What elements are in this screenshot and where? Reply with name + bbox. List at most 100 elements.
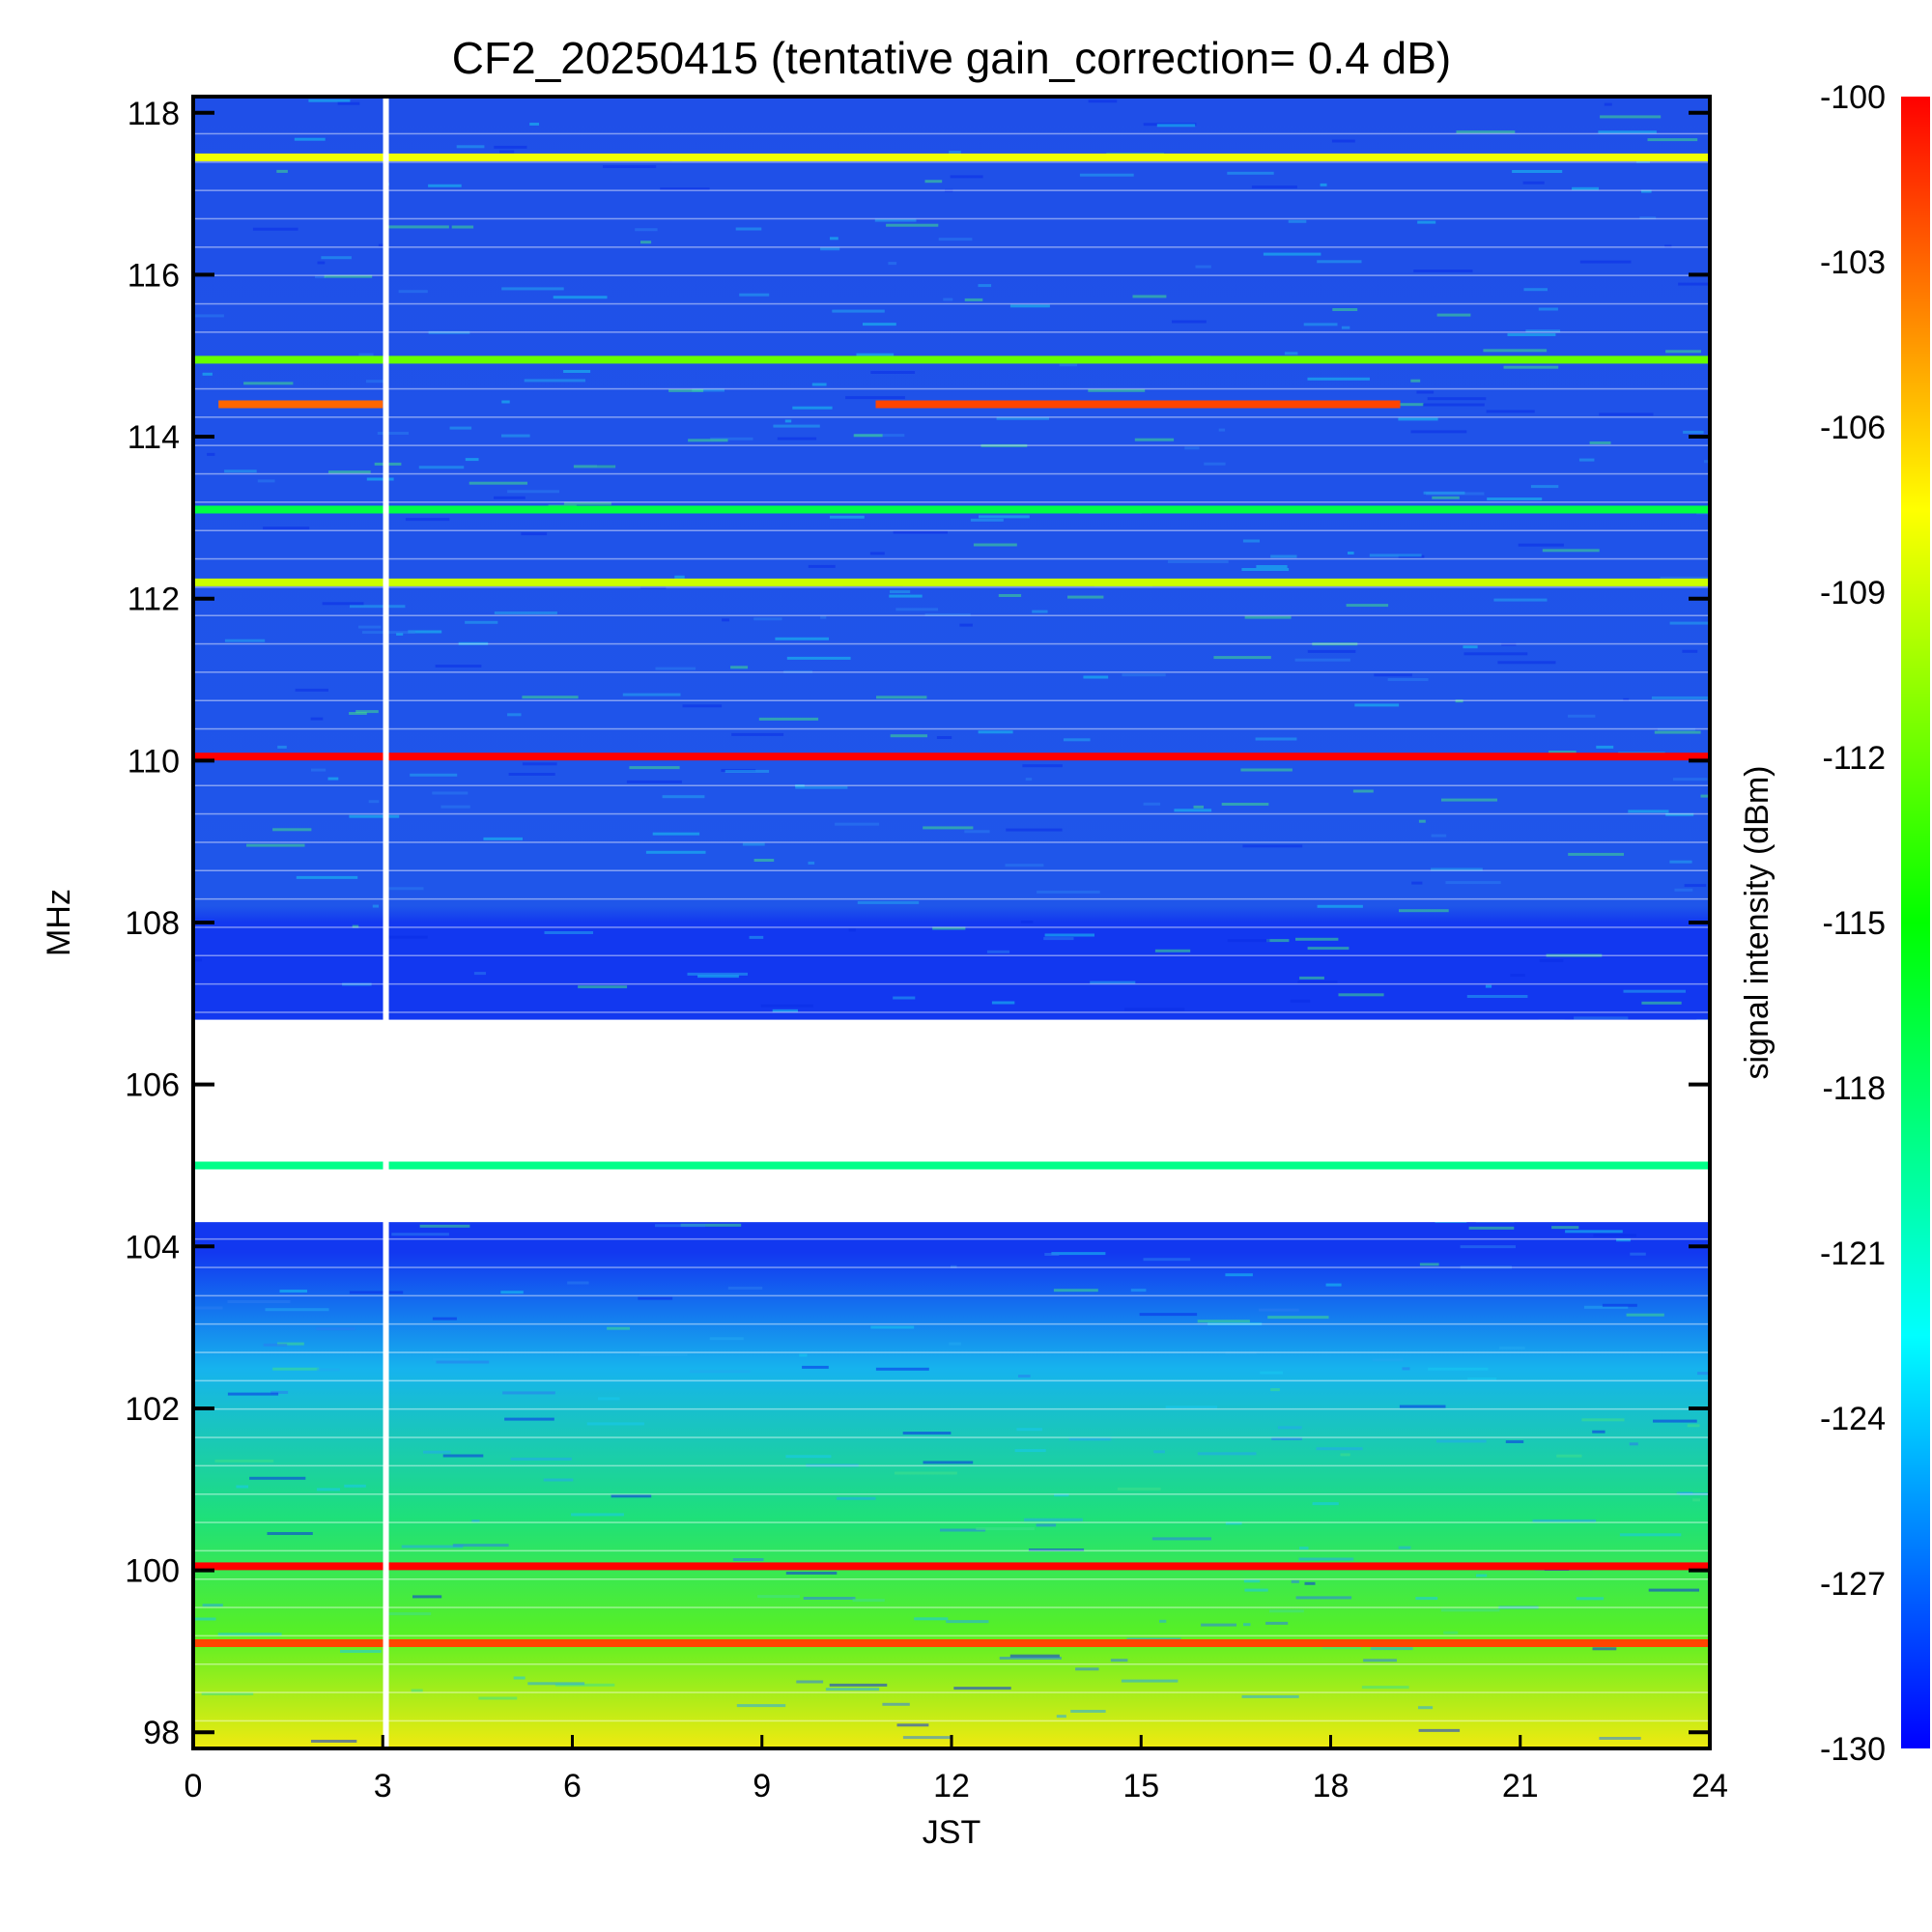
noise-streak <box>1539 959 1564 962</box>
noise-streak <box>324 274 373 278</box>
noise-streak <box>1352 789 1374 793</box>
noise-streak <box>1657 727 1695 731</box>
noise-streak <box>979 515 1030 519</box>
noise-streak <box>736 1704 786 1708</box>
noise-streak <box>1647 138 1698 142</box>
noise-streak <box>1197 1452 1257 1456</box>
noise-streak <box>835 822 880 826</box>
channel-separator <box>193 302 1710 305</box>
noise-streak <box>1288 219 1307 223</box>
noise-streak <box>857 900 920 904</box>
noise-streak <box>1436 1439 1487 1443</box>
noise-streak <box>501 287 564 291</box>
channel-separator <box>193 812 1710 815</box>
noise-streak <box>1068 1437 1112 1441</box>
noise-streak <box>1243 1623 1251 1627</box>
noise-streak <box>1243 1579 1261 1583</box>
noise-streak <box>1117 1487 1161 1491</box>
channel-separator <box>193 982 1710 985</box>
noise-streak <box>442 1454 484 1458</box>
plot-area <box>193 97 1710 1748</box>
noise-streak <box>837 1496 876 1500</box>
noise-streak <box>1070 1710 1106 1713</box>
noise-streak <box>1648 1588 1699 1592</box>
x-tick-label: 18 <box>1313 1768 1350 1804</box>
noise-streak <box>1493 598 1548 602</box>
noise-streak <box>999 1657 1062 1660</box>
noise-streak <box>358 625 382 629</box>
channel-separator <box>193 217 1710 220</box>
noise-streak <box>1510 974 1525 978</box>
noise-streak <box>1486 410 1535 413</box>
noise-streak <box>629 766 680 770</box>
noise-streak <box>398 290 428 294</box>
noise-streak <box>524 379 585 383</box>
channel-separator <box>193 1606 1710 1608</box>
noise-streak <box>1321 1646 1361 1650</box>
noise-streak <box>950 175 983 179</box>
noise-streak <box>396 632 404 636</box>
noise-streak <box>501 400 510 404</box>
noise-streak <box>806 1463 859 1467</box>
channel-separator <box>193 557 1710 560</box>
noise-streak <box>1258 1308 1299 1312</box>
noise-streak <box>1088 99 1118 103</box>
noise-streak <box>1432 496 1460 499</box>
noise-streak <box>1416 390 1435 394</box>
noise-streak <box>611 1494 652 1498</box>
noise-streak <box>1593 1234 1636 1237</box>
noise-streak <box>272 828 312 832</box>
noise-streak <box>1417 220 1436 224</box>
noise-streak <box>914 1617 949 1621</box>
noise-streak <box>554 1683 615 1687</box>
noise-streak <box>1578 458 1595 462</box>
noise-streak <box>795 785 848 789</box>
noise-streak <box>1294 658 1350 662</box>
y-tick-label: 112 <box>128 582 180 618</box>
noise-streak <box>757 1595 800 1599</box>
noise-streak <box>428 330 470 334</box>
noise-streak <box>1653 1419 1697 1423</box>
noise-streak <box>1665 350 1701 354</box>
noise-streak <box>830 515 865 519</box>
noise-streak <box>848 928 856 932</box>
noise-streak <box>1020 921 1034 923</box>
noise-streak <box>832 309 885 313</box>
y-tick-label: 104 <box>125 1229 180 1265</box>
noise-streak <box>1431 867 1483 871</box>
noise-streak <box>372 904 379 908</box>
noise-streak <box>1242 844 1303 848</box>
noise-streak <box>1267 1316 1329 1320</box>
noise-streak <box>690 1370 751 1374</box>
noise-streak <box>1024 1518 1083 1521</box>
noise-streak <box>1088 388 1146 392</box>
channel-separator <box>193 727 1710 730</box>
channel-separator <box>193 1634 1710 1637</box>
noise-streak <box>377 432 409 435</box>
noise-streak <box>1218 428 1226 432</box>
noise-streak <box>1201 1623 1236 1627</box>
colorbar-tick-label: -109 <box>1820 575 1886 611</box>
noise-streak <box>893 996 916 1000</box>
signal-band <box>193 1562 1710 1571</box>
noise-streak <box>1295 1596 1352 1600</box>
noise-streak <box>224 639 266 642</box>
channel-separator <box>193 897 1710 900</box>
noise-streak <box>1370 1647 1413 1651</box>
noise-streak <box>923 1461 974 1464</box>
noise-streak <box>1399 909 1449 913</box>
noise-streak <box>465 458 479 462</box>
noise-streak <box>1445 881 1501 885</box>
noise-streak <box>1270 1388 1280 1392</box>
noise-streak <box>279 1290 307 1293</box>
noise-streak <box>432 791 469 795</box>
noise-streak <box>1197 1320 1250 1323</box>
noise-streak <box>502 1391 555 1395</box>
noise-streak <box>311 768 327 772</box>
noise-streak <box>978 284 992 288</box>
noise-streak <box>411 1689 423 1692</box>
noise-streak <box>896 1723 929 1727</box>
noise-streak <box>902 1432 952 1435</box>
noise-streak <box>1269 1609 1304 1613</box>
